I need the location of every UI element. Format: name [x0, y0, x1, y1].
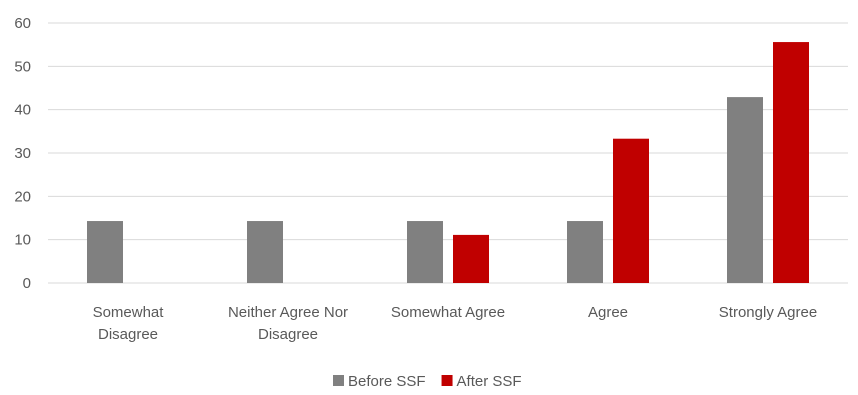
category-label: Strongly Agree: [719, 304, 817, 321]
y-tick-label: 30: [14, 145, 31, 162]
category-label: Disagree: [258, 326, 318, 343]
legend-label: Before SSF: [348, 373, 426, 390]
y-tick-label: 0: [23, 275, 31, 292]
category-label: Somewhat: [93, 304, 165, 321]
bar-before-3: [567, 221, 603, 283]
legend: Before SSF After SSF: [333, 373, 522, 390]
y-tick-label: 20: [14, 188, 31, 205]
legend-label: After SSF: [457, 373, 522, 390]
category-label: Neither Agree Nor: [228, 304, 348, 321]
y-tick-label: 40: [14, 102, 31, 119]
bar-before-1: [247, 221, 283, 283]
category-label: Somewhat Agree: [391, 304, 505, 321]
y-tick-label: 50: [14, 58, 31, 75]
x-axis-category-labels: Somewhat Disagree Neither Agree Nor Disagre…: [93, 304, 818, 343]
bar-before-0: [87, 221, 123, 283]
bar-after-3: [613, 138, 649, 283]
y-axis-tick-labels: 0 10 20 30 40 50 60: [14, 15, 31, 292]
gridlines: [48, 22, 848, 284]
bar-before-2: [407, 221, 443, 283]
y-tick-label: 60: [14, 15, 31, 32]
category-label: Disagree: [98, 326, 158, 343]
y-tick-label: 10: [14, 232, 31, 249]
bars: [87, 42, 809, 283]
bar-before-4: [727, 97, 763, 283]
bar-after-4: [773, 42, 809, 283]
legend-swatch: [441, 375, 453, 386]
legend-swatch: [333, 375, 344, 386]
category-label: Agree: [588, 304, 628, 321]
bar-after-2: [453, 234, 489, 283]
